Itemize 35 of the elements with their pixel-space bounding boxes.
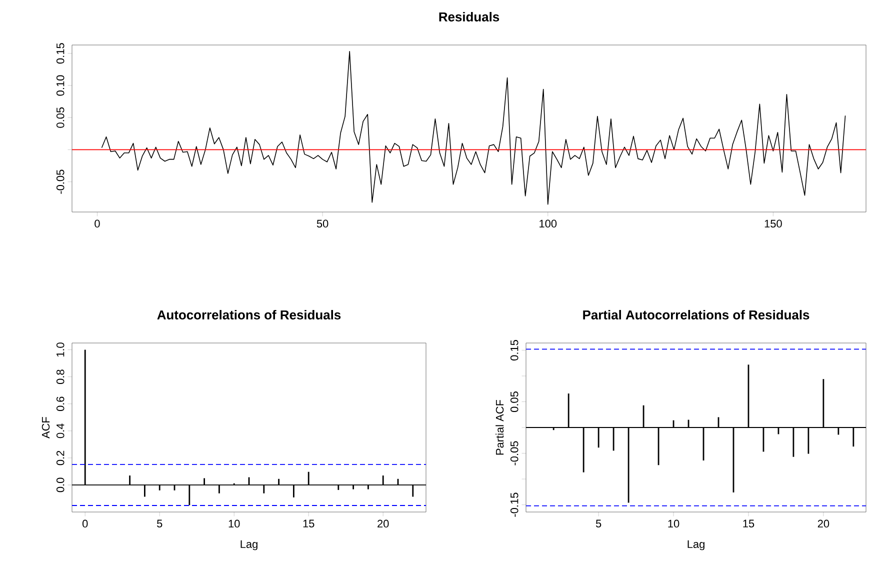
x-tick-label: 5 (156, 520, 162, 528)
y-tick-label: 0.15 (510, 340, 518, 360)
x-tick-label: 5 (596, 520, 602, 528)
line-series (101, 51, 846, 205)
x-tick-label: 100 (540, 220, 557, 228)
x-tick-label: 50 (316, 220, 328, 228)
y-tick-label: 0.15 (56, 43, 64, 64)
x-tick-label: 15 (743, 520, 754, 528)
x-axis-title: Lag (688, 540, 704, 550)
y-tick-label: 0.6 (56, 396, 64, 412)
y-tick-label: 0.10 (56, 75, 64, 96)
x-tick-label: 10 (228, 520, 240, 528)
chart-title: Autocorrelations of Residuals (157, 310, 341, 320)
y-tick-label: 0.2 (56, 450, 64, 466)
x-axis-title: Lag (240, 540, 258, 550)
x-tick-label: 10 (668, 520, 680, 528)
y-tick-label: -0.15 (510, 492, 518, 517)
chart-title: Partial Autocorrelations of Residuals (583, 310, 810, 320)
x-tick-label: 0 (94, 220, 100, 228)
y-tick-label: -0.05 (510, 441, 518, 466)
y-tick-label: -0.05 (56, 170, 64, 194)
x-tick-label: 20 (818, 520, 830, 528)
x-tick-label: 20 (378, 520, 389, 528)
x-tick-label: 150 (764, 220, 782, 228)
y-tick-label: 0.05 (510, 392, 518, 412)
chart-title: Residuals (439, 12, 500, 22)
y-tick-label: 0.4 (56, 424, 64, 438)
y-tick-label: 0.05 (56, 107, 64, 128)
y-axis-title: ACF (42, 416, 50, 438)
y-tick-label: 1.0 (56, 342, 64, 357)
x-tick-label: 15 (303, 520, 314, 528)
y-tick-label: 0.0 (56, 478, 64, 492)
y-axis-title: Partial ACF (496, 400, 504, 455)
x-tick-label: 0 (82, 520, 88, 528)
y-tick-label: 0.8 (56, 370, 64, 384)
